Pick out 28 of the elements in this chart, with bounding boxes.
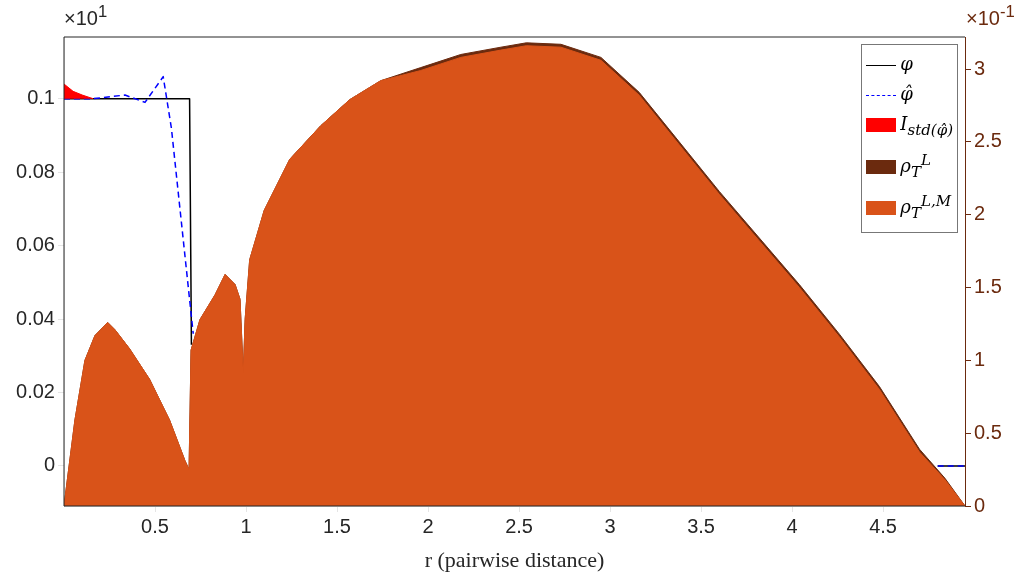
legend-label: φ	[900, 53, 913, 74]
x-axis-title: r (pairwise distance)	[424, 546, 605, 572]
x-tick-label: 1	[240, 514, 252, 537]
y2-tick-label: 2.5	[974, 129, 1002, 152]
x-tick-label: 0.5	[141, 514, 169, 537]
y2-tick-label: 1	[974, 347, 986, 370]
x-tick-label: 3	[604, 514, 616, 537]
text: ×10$^{1}$	[64, 2, 108, 30]
y-tick-label: 0.06	[16, 233, 55, 256]
y2-tick-label: 2	[974, 202, 986, 225]
y-tick-label: 0.08	[16, 159, 55, 182]
x-tick-label: 2.5	[505, 514, 533, 537]
y2-tick-label: 0.5	[974, 420, 1002, 443]
x-tick-label: 1.5	[323, 514, 351, 537]
y2-tick-label: 1.5	[974, 275, 1002, 298]
x-tick-label: 4	[786, 514, 798, 537]
x-tick-label: 4.5	[869, 514, 897, 537]
legend-label: I$_{std(φ̂)}$	[900, 113, 953, 139]
x-tick-label: 3.5	[687, 514, 715, 537]
y2-tick-label: 3	[974, 56, 986, 79]
text: ×10$^{-1}$	[966, 2, 1015, 30]
y-tick-label: 0	[43, 453, 55, 476]
y-tick-label: 0.1	[27, 86, 55, 109]
y-tick-label: 0.02	[16, 380, 55, 403]
y-tick-label: 0.04	[16, 306, 55, 329]
y2-tick-label: 0	[974, 493, 986, 516]
legend-label: φ̂	[900, 83, 913, 104]
x-tick-label: 2	[422, 514, 434, 537]
